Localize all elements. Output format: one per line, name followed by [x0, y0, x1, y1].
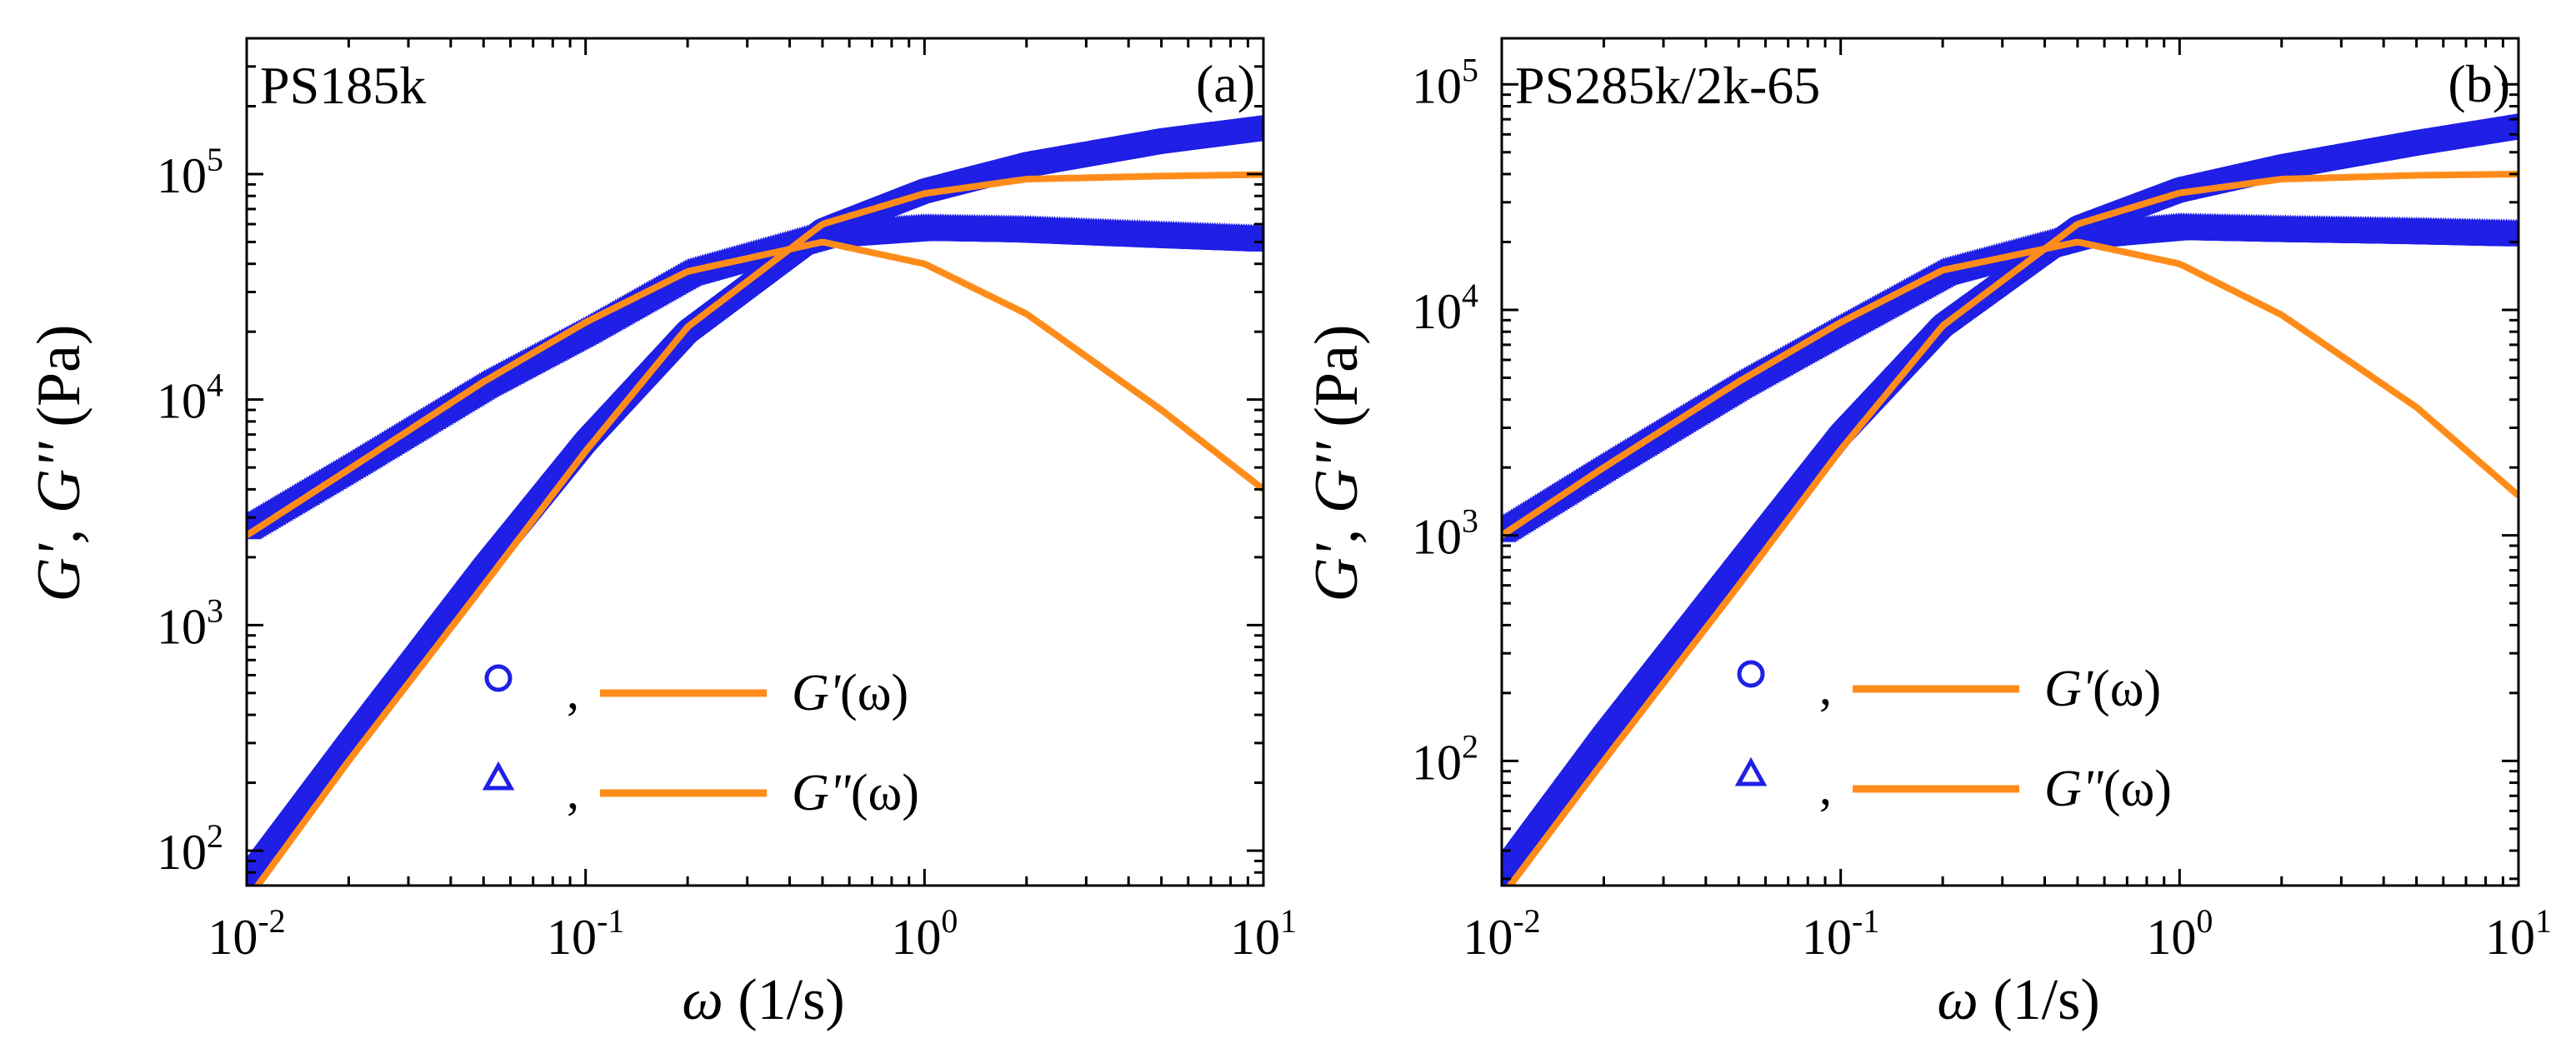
y-tick-label: 104 [157, 367, 223, 429]
loss-fit-line [1502, 238, 2518, 538]
legend: , G'(ω), G"(ω) [1734, 660, 2172, 817]
x-axis-title: ω (1/s) [1937, 968, 2099, 1032]
y-axis-title: G', G'' (Pa) [25, 324, 93, 601]
storage-data-point [1250, 115, 1263, 142]
legend-label: G'(ω) [792, 665, 908, 721]
x-tick-label: 10-1 [1802, 902, 1879, 965]
plot-area [247, 115, 1263, 886]
plot-area [1502, 113, 2518, 886]
sample-label: PS285k/2k-65 [1515, 56, 1820, 115]
legend-separator: , [567, 764, 579, 819]
loss-fit-line [247, 238, 1263, 538]
y-tick-label: 103 [157, 591, 223, 654]
storage-data-point [2505, 113, 2518, 140]
loss-data-point [2503, 218, 2518, 247]
x-axis-title: ω (1/s) [682, 968, 844, 1032]
x-tick-label: 101 [2485, 902, 2552, 965]
legend: , G'(ω), G"(ω) [482, 664, 919, 821]
y-tick-label: 105 [1412, 51, 1478, 113]
x-tick-label: 100 [891, 902, 958, 965]
legend-circle-marker [484, 664, 513, 692]
legend-separator: , [1819, 660, 1832, 715]
chart-panel-a: 10-2 10-1 100 101 102 103 104 105 ω (1/s) G', G''… [25, 37, 1297, 1032]
y-tick-label: 102 [157, 817, 223, 880]
ticks [1500, 38, 2520, 886]
x-tick-label: 101 [1230, 902, 1297, 965]
y-axis-title: G', G'' (Pa) [1303, 324, 1371, 601]
plot-frame [1500, 37, 2520, 887]
x-tick-label: 10-2 [208, 902, 285, 965]
legend-label: G"(ω) [2044, 761, 2172, 817]
sample-label: PS185k [260, 56, 426, 115]
ticks [245, 37, 1265, 887]
legend-separator: , [567, 664, 579, 719]
legend-triangle-marker [1734, 756, 1768, 786]
loss-data-markers [247, 212, 1263, 540]
legend-label: G"(ω) [792, 765, 919, 821]
loss-data-point [1248, 223, 1263, 252]
x-tick-label: 100 [2146, 902, 2213, 965]
chart-panel-b: 10-2 10-1 100 101 102 103 104 105 ω (1/s) G', G''… [1303, 37, 2552, 1032]
legend-circle-marker [1737, 660, 1765, 688]
y-tick-label: 103 [1412, 502, 1478, 565]
storage-fit-line [1506, 171, 2518, 886]
storage-fit-line [253, 171, 1263, 886]
legend-label: G'(ω) [2044, 661, 2161, 717]
panel-label: (b) [2448, 54, 2510, 113]
y-tick-label: 102 [1412, 727, 1478, 790]
y-tick-label: 104 [1412, 277, 1478, 339]
panel-label: (a) [1196, 54, 1255, 113]
y-tick-label: 105 [157, 141, 223, 203]
plot-frame [245, 37, 1265, 887]
legend-separator: , [1819, 760, 1832, 815]
x-tick-label: 10-1 [547, 902, 624, 965]
x-tick-label: 10-2 [1463, 902, 1540, 965]
legend-triangle-marker [482, 761, 515, 791]
